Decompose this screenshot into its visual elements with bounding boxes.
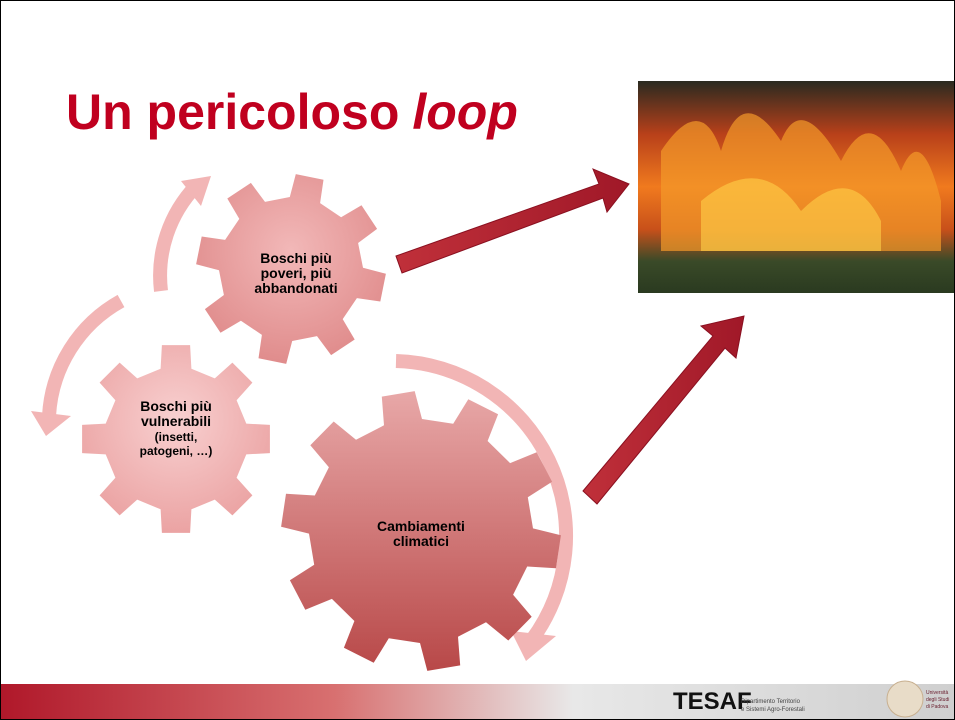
gear-label: Cambiamenti (377, 518, 465, 534)
university-seal (887, 681, 923, 717)
gear-label: abbandonati (254, 280, 337, 296)
gear-label: vulnerabili (141, 413, 211, 429)
title-text: Un pericoloso (66, 84, 399, 140)
gear-label: Boschi più (140, 398, 212, 414)
footer-logo: TESAF (673, 688, 752, 715)
title-emphasis: loop (412, 84, 518, 140)
footer-department: Dipartimento Territorio (741, 699, 801, 705)
footer-university: degli Studi (926, 697, 949, 703)
footer-university: di Padova (926, 704, 948, 710)
gear-sublabel: patogeni, …) (140, 444, 213, 458)
gear-sublabel: (insetti, (155, 430, 198, 444)
footer-university: Università (926, 690, 948, 696)
slide: Boschi piùpoveri, piùabbandonatiBoschi p… (0, 0, 955, 720)
gear-label: Boschi più (260, 250, 332, 266)
footer-department: e Sistemi Agro-Forestali (741, 707, 805, 713)
footer-bar (1, 684, 954, 719)
gear-label: climatici (393, 533, 449, 549)
gear-label: poveri, più (261, 265, 332, 281)
